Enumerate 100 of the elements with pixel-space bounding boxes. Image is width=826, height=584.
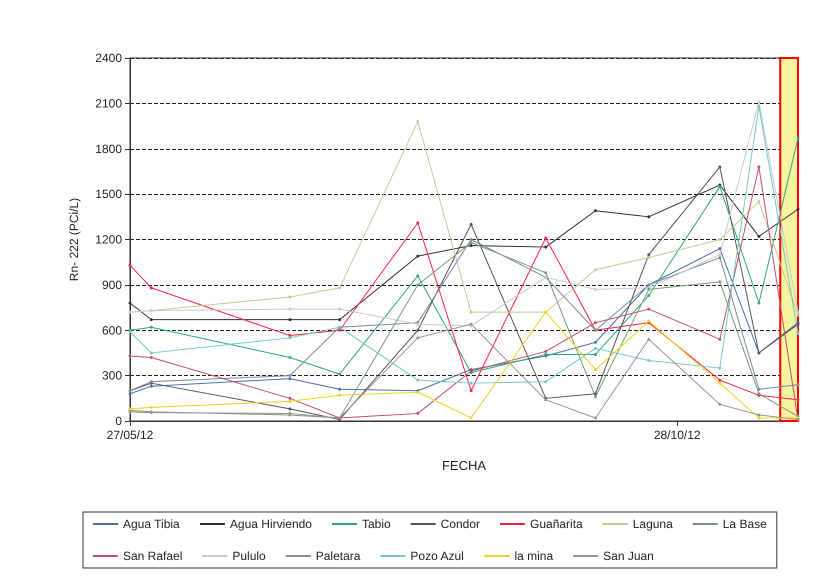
- point: [796, 208, 800, 211]
- point: [288, 396, 292, 400]
- point: [647, 256, 650, 260]
- point: [150, 384, 153, 388]
- point: [416, 412, 420, 415]
- legend-label: Agua Tibia: [123, 517, 180, 531]
- point: [757, 416, 760, 420]
- line-series: [128, 241, 800, 420]
- point: [594, 340, 597, 344]
- point: [416, 336, 420, 340]
- point: [544, 380, 548, 384]
- point: [416, 378, 420, 382]
- point: [647, 253, 650, 256]
- point: [594, 321, 597, 324]
- point: [150, 356, 153, 359]
- y-tick-label: 0: [115, 414, 122, 428]
- point: [128, 392, 132, 396]
- point: [416, 328, 420, 332]
- point: [544, 350, 548, 353]
- legend-label: La Base: [722, 517, 768, 531]
- point: [718, 338, 722, 341]
- point: [718, 378, 722, 382]
- legend-label: Tabio: [362, 517, 391, 531]
- point: [128, 354, 132, 358]
- point: [594, 346, 597, 350]
- point: [594, 209, 597, 212]
- point: [647, 359, 650, 362]
- y-tick-label: 2400: [95, 51, 122, 65]
- point: [470, 238, 473, 241]
- point: [796, 383, 800, 386]
- point: [416, 221, 420, 224]
- point: [150, 318, 153, 322]
- point: [470, 389, 473, 392]
- point: [796, 398, 800, 402]
- legend-label: la mina: [514, 549, 554, 563]
- point: [757, 165, 760, 168]
- point: [796, 310, 800, 314]
- point: [594, 368, 597, 372]
- x-tick-label: 28/10/12: [654, 428, 701, 442]
- point: [338, 318, 342, 322]
- point: [718, 253, 722, 256]
- point: [128, 264, 132, 267]
- point: [594, 395, 597, 398]
- point: [338, 286, 342, 290]
- point: [470, 310, 473, 314]
- point: [796, 314, 800, 317]
- point: [757, 413, 760, 416]
- point: [416, 254, 420, 258]
- point: [470, 241, 473, 244]
- point: [544, 236, 548, 240]
- point: [796, 332, 800, 335]
- point: [288, 356, 292, 359]
- point: [150, 406, 153, 409]
- point: [288, 400, 292, 403]
- point: [757, 200, 760, 204]
- point: [594, 392, 597, 396]
- point: [594, 288, 597, 291]
- point: [757, 234, 760, 238]
- point: [470, 382, 473, 385]
- point: [594, 352, 597, 356]
- point: [718, 382, 722, 385]
- point: [718, 256, 722, 260]
- point: [647, 294, 650, 297]
- point: [718, 366, 722, 370]
- y-axis-title: Rn- 222 (PCi/L): [67, 198, 81, 282]
- point: [757, 100, 760, 104]
- point: [416, 283, 420, 286]
- point: [416, 120, 420, 124]
- point: [288, 308, 292, 311]
- y-tick-label: 2100: [95, 96, 122, 110]
- point: [757, 104, 760, 108]
- y-tick-label: 900: [102, 278, 122, 292]
- legend-label: San Rafael: [123, 549, 182, 563]
- point: [594, 268, 597, 272]
- point: [718, 238, 722, 241]
- point: [544, 271, 548, 274]
- legend-label: Laguna: [632, 517, 674, 531]
- point: [718, 280, 722, 284]
- legend-label: Guañarita: [530, 517, 584, 531]
- point: [470, 222, 473, 226]
- point: [470, 416, 473, 420]
- point: [470, 244, 473, 248]
- point: [718, 165, 722, 168]
- point: [718, 247, 722, 250]
- point: [150, 286, 153, 290]
- point: [288, 377, 292, 380]
- point: [338, 372, 342, 376]
- point: [796, 136, 800, 140]
- point: [647, 308, 650, 311]
- point: [150, 351, 153, 354]
- point: [338, 308, 342, 311]
- point: [757, 302, 760, 305]
- point: [757, 388, 760, 391]
- point: [544, 246, 548, 249]
- point: [416, 274, 420, 278]
- legend-label: Pululo: [232, 549, 266, 563]
- point: [338, 394, 342, 397]
- point: [288, 318, 292, 322]
- y-tick-label: 1500: [95, 187, 122, 202]
- point: [150, 326, 153, 329]
